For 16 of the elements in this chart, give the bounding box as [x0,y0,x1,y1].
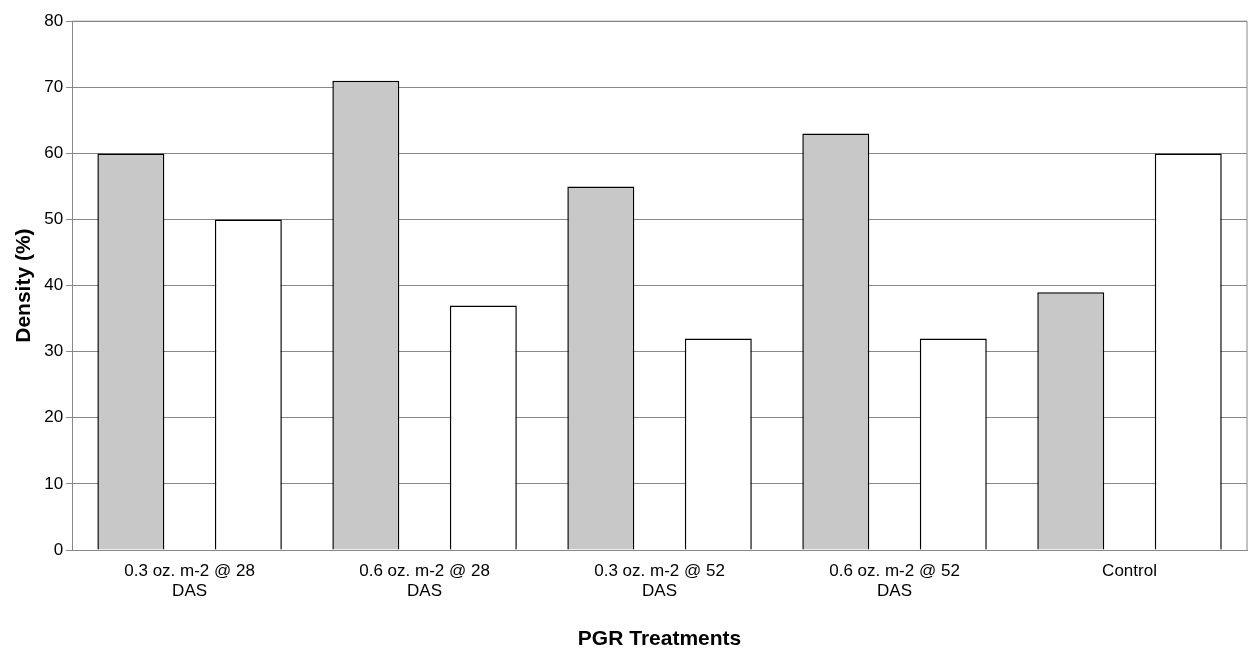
x-tick-label: Control [1102,560,1157,580]
y-tick-label: 40 [44,275,64,295]
y-axis-title: Density (%) [11,228,35,343]
y-tick-label: 10 [44,473,64,493]
y-tick-label: 50 [44,209,64,229]
y-tick-label: 60 [44,143,64,163]
y-tick-label: 20 [44,407,64,427]
y-tick-label: 80 [44,10,64,30]
x-tick-label: 0.3 oz. m-2 @ 52 DAS [594,560,725,601]
x-tick-label: 0.3 oz. m-2 @ 28 DAS [124,560,255,601]
y-tick-label: 30 [44,341,64,361]
y-tick-label: 70 [44,76,64,96]
x-axis-title: PGR Treatments [577,626,742,650]
x-tick-label: 0.6 oz. m-2 @ 28 DAS [359,560,490,601]
x-tick-label: 0.6 oz. m-2 @ 52 DAS [829,560,960,601]
y-tick-label: 0 [53,539,64,559]
